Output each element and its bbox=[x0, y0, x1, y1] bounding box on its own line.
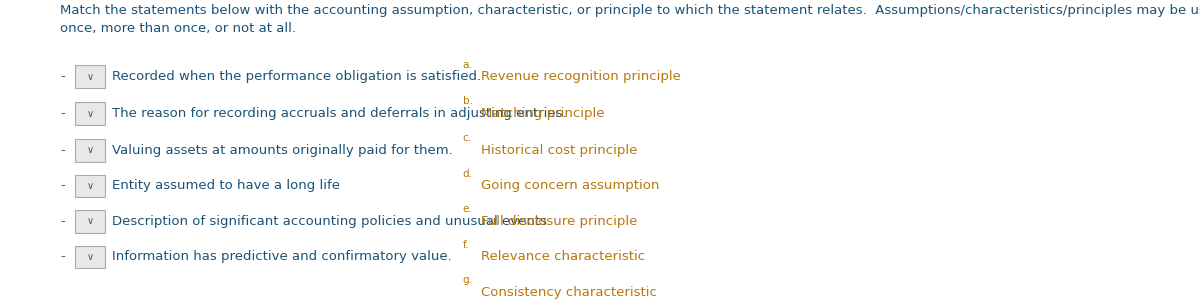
Text: -: - bbox=[60, 179, 65, 193]
FancyBboxPatch shape bbox=[74, 65, 106, 88]
Text: -: - bbox=[60, 70, 65, 83]
Text: Revenue recognition principle: Revenue recognition principle bbox=[480, 70, 680, 83]
Text: Description of significant accounting policies and unusual events.: Description of significant accounting po… bbox=[112, 215, 551, 228]
FancyBboxPatch shape bbox=[74, 139, 106, 162]
Text: Entity assumed to have a long life: Entity assumed to have a long life bbox=[112, 179, 340, 193]
Text: g.: g. bbox=[462, 275, 473, 285]
Text: Full disclosure principle: Full disclosure principle bbox=[480, 215, 637, 228]
Text: -: - bbox=[60, 215, 65, 228]
Text: -: - bbox=[60, 144, 65, 157]
FancyBboxPatch shape bbox=[74, 246, 106, 268]
Text: f.: f. bbox=[462, 240, 469, 250]
Text: c.: c. bbox=[462, 133, 472, 144]
Text: ∨: ∨ bbox=[86, 109, 94, 119]
Text: Consistency characteristic: Consistency characteristic bbox=[480, 286, 656, 299]
Text: ∨: ∨ bbox=[86, 72, 94, 82]
Text: a.: a. bbox=[462, 60, 473, 70]
Text: Match the statements below with the accounting assumption, characteristic, or pr: Match the statements below with the acco… bbox=[60, 4, 1200, 35]
Text: Valuing assets at amounts originally paid for them.: Valuing assets at amounts originally pai… bbox=[112, 144, 452, 157]
Text: Going concern assumption: Going concern assumption bbox=[480, 179, 659, 193]
Text: b.: b. bbox=[462, 97, 473, 106]
Text: ∨: ∨ bbox=[86, 252, 94, 262]
Text: ∨: ∨ bbox=[86, 216, 94, 226]
Text: Information has predictive and confirmatory value.: Information has predictive and confirmat… bbox=[112, 251, 451, 263]
Text: The reason for recording accruals and deferrals in adjusting entries.: The reason for recording accruals and de… bbox=[112, 107, 566, 120]
FancyBboxPatch shape bbox=[74, 175, 106, 197]
Text: Relevance characteristic: Relevance characteristic bbox=[480, 251, 644, 263]
Text: Matching principle: Matching principle bbox=[480, 107, 604, 120]
Text: ∨: ∨ bbox=[86, 146, 94, 155]
FancyBboxPatch shape bbox=[74, 210, 106, 233]
Text: Historical cost principle: Historical cost principle bbox=[480, 144, 637, 157]
Text: -: - bbox=[60, 107, 65, 120]
Text: d.: d. bbox=[462, 169, 473, 179]
FancyBboxPatch shape bbox=[74, 102, 106, 125]
Text: -: - bbox=[60, 251, 65, 263]
Text: e.: e. bbox=[462, 204, 473, 214]
Text: ∨: ∨ bbox=[86, 181, 94, 191]
Text: Recorded when the performance obligation is satisfied.: Recorded when the performance obligation… bbox=[112, 70, 481, 83]
